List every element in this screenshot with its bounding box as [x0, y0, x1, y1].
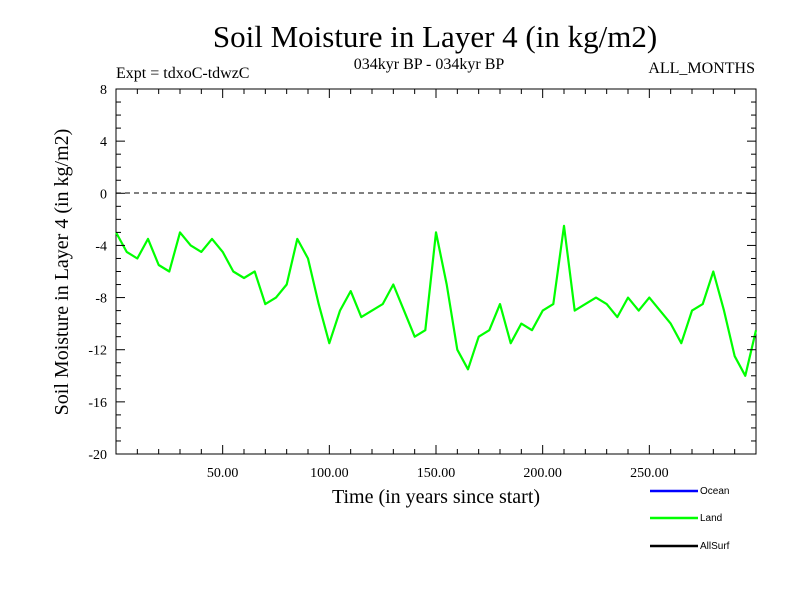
y-axis-ticks: 8 4 0 -4 -8 -12 -16 -20 [88, 83, 756, 463]
legend: Ocean Land AllSurf [650, 486, 730, 552]
y-axis-label: Soil Moisture in Layer 4 (in kg/m2) [51, 129, 73, 416]
y-tick-label: 8 [100, 83, 107, 98]
legend-label-land: Land [700, 513, 722, 524]
y-tick-label: 0 [100, 187, 107, 202]
x-tick-label: 100.00 [310, 466, 349, 481]
series-line-land [115, 224, 758, 377]
x-tick-label: 250.00 [630, 466, 669, 481]
months-label: ALL_MONTHS [648, 60, 755, 77]
x-axis-ticks: 50.00 100.00 150.00 200.00 250.00 [136, 89, 736, 481]
plot-content [115, 224, 758, 377]
y-tick-label: -20 [88, 448, 107, 463]
y-tick-label: 4 [100, 135, 107, 150]
y-tick-label: -12 [88, 344, 107, 359]
y-tick-label: -16 [88, 396, 107, 411]
x-tick-label: 50.00 [207, 466, 239, 481]
experiment-label: Expt = tdxoC-tdwzC [116, 65, 249, 82]
x-axis-label: Time (in years since start) [332, 486, 540, 508]
legend-label-allsurf: AllSurf [700, 541, 730, 552]
plot-frame [115, 88, 757, 455]
y-tick-label: -8 [95, 292, 107, 307]
y-tick-label: -4 [95, 239, 107, 254]
x-tick-label: 200.00 [523, 466, 562, 481]
legend-label-ocean: Ocean [700, 486, 729, 497]
x-tick-label: 150.00 [417, 466, 456, 481]
period-label: 034kyr BP - 034kyr BP [354, 56, 505, 73]
chart-title: Soil Moisture in Layer 4 (in kg/m2) [213, 19, 657, 54]
